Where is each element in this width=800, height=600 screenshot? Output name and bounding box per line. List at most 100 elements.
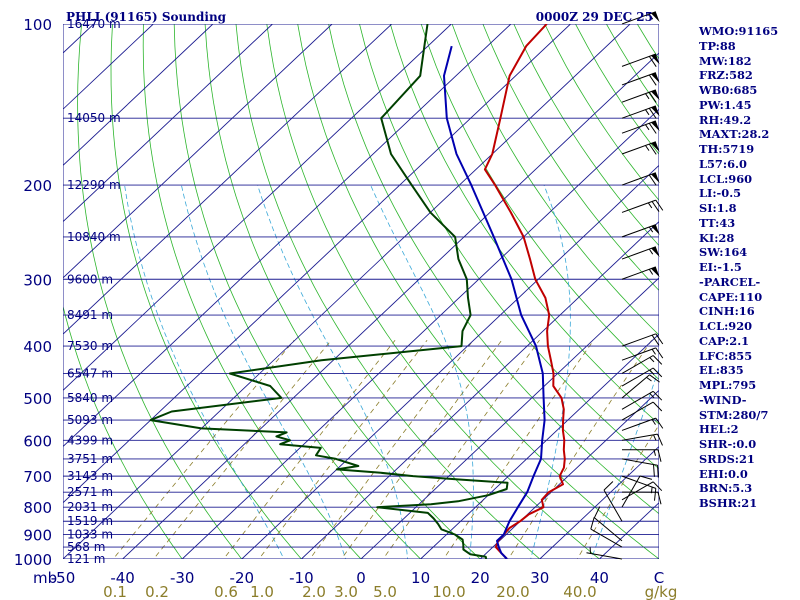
height-label: 12290 m — [67, 178, 121, 192]
wind-barbs — [586, 11, 664, 560]
background-lines — [63, 24, 659, 559]
temperature-axis: -50 -40 -30 -20 -10 0 10 20 30 40 C — [51, 569, 664, 587]
height-label: 3751 m — [67, 452, 113, 466]
temperature-tick-label: C — [654, 569, 664, 587]
parcel-trace — [443, 45, 546, 559]
wind-barb — [621, 199, 664, 213]
height-label: 14050 m — [67, 111, 121, 125]
height-label: 5840 m — [67, 391, 113, 405]
height-label: 4399 m — [67, 433, 113, 447]
isotherm — [122, 52, 659, 559]
dry-adiabat — [77, 24, 243, 559]
index-item: CINH:16 — [699, 304, 755, 319]
wind-barb — [621, 141, 660, 155]
dry-adiabat — [63, 304, 183, 559]
isotherm — [181, 108, 659, 559]
index-item: -PARCEL- — [699, 274, 761, 289]
height-label: 121 m — [67, 552, 105, 566]
mixing-ratio-tick-label: 3.0 — [334, 583, 358, 600]
wind-barb — [621, 72, 660, 86]
mixing-ratio-line — [507, 339, 652, 559]
index-item: TP:88 — [699, 38, 736, 53]
index-item: BRN:5.3 — [699, 481, 753, 496]
wind-barb — [621, 355, 663, 374]
pressure-unit: mb — [33, 569, 57, 587]
index-item: L57:6.0 — [699, 156, 747, 171]
dry-adiabat — [235, 24, 541, 559]
pressure-tick-label: 900 — [23, 527, 52, 545]
wind-barb — [621, 53, 660, 67]
height-label: 16470 m — [67, 17, 121, 31]
temperature-tick-label: 20 — [471, 569, 490, 587]
index-item: EL:835 — [699, 363, 744, 378]
index-item: LI:-0.5 — [699, 186, 742, 201]
index-item: -WIND- — [699, 392, 747, 407]
mixing-ratio-axis: 0.1 0.2 0.6 1.0 2.0 3.0 5.0 10.0 20.0 40.0 g/kg — [103, 583, 677, 600]
mixing-ratio-tick-label: 20.0 — [496, 583, 529, 600]
index-item: CAPE:110 — [699, 289, 763, 304]
wind-barb — [621, 481, 663, 501]
mixing-ratio-tick-label: 5.0 — [373, 583, 397, 600]
index-item: MW:182 — [699, 53, 752, 68]
wind-barb — [593, 506, 623, 542]
temperature-tick-label: 30 — [530, 569, 549, 587]
stability-indices-panel: WMO:91165 TP:88 MW:182 FRZ:582 WB0:685 PW:1.4… — [699, 24, 799, 511]
wind-barb — [621, 89, 660, 103]
mixing-ratio-tick-label: 2.0 — [302, 583, 326, 600]
moist-adiabat — [124, 185, 285, 559]
temperature-tick-label: -10 — [289, 569, 314, 587]
isotherm — [63, 24, 333, 279]
index-item: EHI:0.0 — [699, 466, 748, 481]
isotherm — [420, 333, 659, 559]
height-label: 1519 m — [67, 514, 113, 528]
mixing-ratio-tick-label: 0.2 — [145, 583, 169, 600]
mixing-ratio-tick-label: 1.0 — [250, 583, 274, 600]
pressure-tick-label: 400 — [23, 338, 52, 356]
isotherm — [301, 221, 659, 559]
isotherm — [63, 24, 273, 223]
height-labels: 16470 m 14050 m 12290 m 10840 m 9600 m 8491 m… — [67, 17, 121, 566]
wind-barb — [621, 347, 664, 361]
index-item: PW:1.45 — [699, 97, 752, 112]
wind-barb — [603, 481, 623, 522]
mixing-ratio-tick-label: 0.1 — [103, 583, 127, 600]
height-label: 5093 m — [67, 413, 113, 427]
mixing-ratio-line — [309, 339, 474, 559]
height-label: 7530 m — [67, 339, 113, 353]
pressure-tick-label: 1000 — [14, 551, 52, 569]
index-item: MPL:795 — [699, 378, 757, 392]
wind-barb — [621, 246, 660, 260]
dry-adiabat — [204, 24, 481, 559]
index-item: TT:43 — [699, 215, 736, 230]
wind-barb — [621, 401, 663, 421]
index-item: SW:164 — [699, 245, 748, 260]
height-label: 2031 m — [67, 500, 113, 514]
index-item: CAP:2.1 — [699, 333, 750, 348]
mixing-ratio-line — [576, 424, 659, 559]
dry-adiabat — [173, 24, 422, 559]
temperature-tick-label: -30 — [170, 569, 195, 587]
index-item: BSHR:21 — [699, 496, 758, 510]
index-item: WMO:91165 — [699, 24, 779, 38]
wind-barb — [621, 433, 663, 446]
index-item: WB0:685 — [699, 83, 758, 97]
dry-adiabat — [482, 24, 659, 292]
pressure-tick-label: 100 — [23, 16, 52, 34]
mixing-ratio-tick-label: g/kg — [645, 583, 678, 600]
index-item: LFC:855 — [699, 348, 753, 363]
isotherm — [63, 24, 393, 335]
sounding-traces — [149, 24, 566, 559]
dry-adiabat — [513, 24, 659, 247]
temperature-tick-label: 10 — [411, 569, 430, 587]
height-label: 10840 m — [67, 230, 121, 244]
index-item: HEL:2 — [699, 422, 739, 437]
wind-barb — [621, 266, 660, 280]
height-label: 568 m — [67, 540, 105, 554]
temperature-tick-label: 0 — [356, 569, 366, 587]
height-label: 8491 m — [67, 308, 113, 322]
temperature-trace — [483, 24, 566, 559]
index-item: EI:-1.5 — [699, 260, 742, 274]
pressure-tick-label: 300 — [23, 271, 52, 289]
pressure-tick-label: 700 — [23, 468, 52, 486]
